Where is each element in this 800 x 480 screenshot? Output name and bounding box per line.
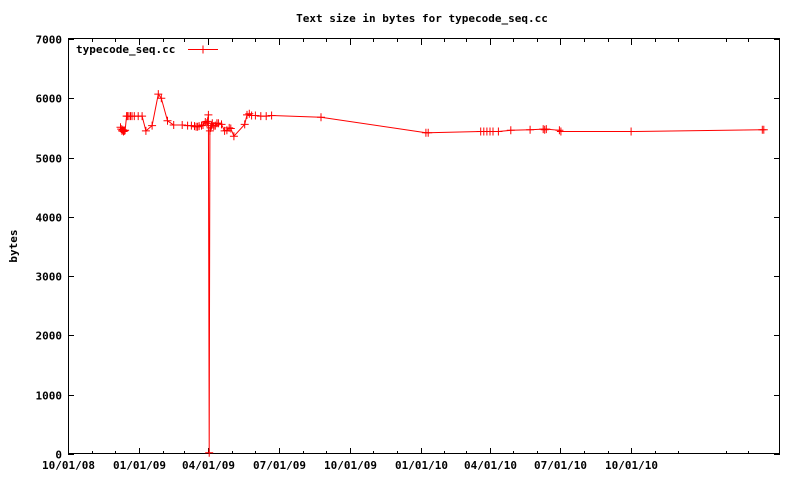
y-tick-label: 0	[55, 449, 62, 462]
legend-marker	[199, 45, 207, 54]
data-point-marker	[229, 132, 238, 141]
data-point-marker	[262, 112, 271, 121]
data-point-marker	[148, 121, 157, 130]
x-tick-label: 07/01/09	[253, 459, 306, 472]
x-tick-label: 07/01/10	[534, 459, 587, 472]
data-point-marker	[163, 116, 172, 125]
data-point-marker	[119, 127, 128, 136]
x-tick-label: 10/01/08	[42, 459, 95, 472]
y-axis: 0 1000 2000 3000 4000 5000 6000 7000	[36, 34, 780, 462]
data-point-marker	[627, 127, 636, 136]
data-point-marker	[154, 90, 163, 99]
x-tick-label: 01/01/09	[113, 459, 166, 472]
data-point-marker	[251, 111, 260, 120]
x-tick-label: 01/01/10	[395, 459, 448, 472]
y-tick-label: 3000	[36, 271, 63, 284]
data-point-marker	[204, 110, 213, 119]
data-point-marker	[555, 126, 564, 135]
data-point-marker	[267, 111, 276, 120]
data-point-marker	[494, 127, 503, 136]
data-point-marker	[193, 122, 202, 131]
x-axis: 10/01/08 01/01/09 04/01/09 07/01/09 10/01/09…	[42, 39, 749, 472]
y-tick-label: 5000	[36, 153, 63, 166]
data-point-marker	[120, 126, 129, 135]
data-point-marker	[240, 120, 249, 129]
data-point-marker	[121, 126, 130, 135]
data-point-marker	[138, 112, 147, 121]
legend: typecode_seq.cc	[76, 43, 218, 56]
y-tick-label: 2000	[36, 330, 63, 343]
x-tick-label: 04/01/09	[182, 459, 235, 472]
data-point-marker	[225, 123, 234, 132]
x-tick-label: 10/01/09	[324, 459, 377, 472]
y-tick-label: 7000	[36, 34, 63, 47]
data-point-marker	[556, 127, 565, 136]
data-point-marker	[178, 121, 187, 129]
data-point-marker	[203, 117, 212, 126]
data-point-marker	[424, 128, 433, 137]
data-point-marker	[542, 125, 551, 134]
data-point-marker	[217, 120, 226, 129]
plot-area-frame	[68, 38, 780, 454]
chart-title: Text size in bytes for typecode_seq.cc	[296, 12, 548, 25]
data-point-marker	[205, 448, 214, 457]
data-point-marker	[197, 121, 206, 130]
y-tick-label: 6000	[36, 93, 63, 106]
series-layer	[116, 90, 768, 457]
data-point-marker	[506, 126, 515, 135]
data-point-marker	[169, 121, 178, 129]
y-tick-label: 4000	[36, 212, 63, 225]
data-point-marker	[540, 125, 549, 134]
y-axis-label: bytes	[7, 229, 20, 262]
data-point-marker	[226, 124, 235, 133]
data-point-marker	[526, 125, 535, 134]
y-tick-label: 1000	[36, 390, 63, 403]
data-point-marker	[759, 125, 768, 134]
x-tick-label: 04/01/10	[464, 459, 517, 472]
series-line	[120, 92, 764, 453]
legend-label: typecode_seq.cc	[76, 43, 175, 56]
data-point-marker	[317, 113, 325, 122]
x-tick-label: 10/01/10	[605, 459, 658, 472]
data-point-marker	[141, 126, 150, 135]
data-point-marker	[157, 94, 166, 103]
